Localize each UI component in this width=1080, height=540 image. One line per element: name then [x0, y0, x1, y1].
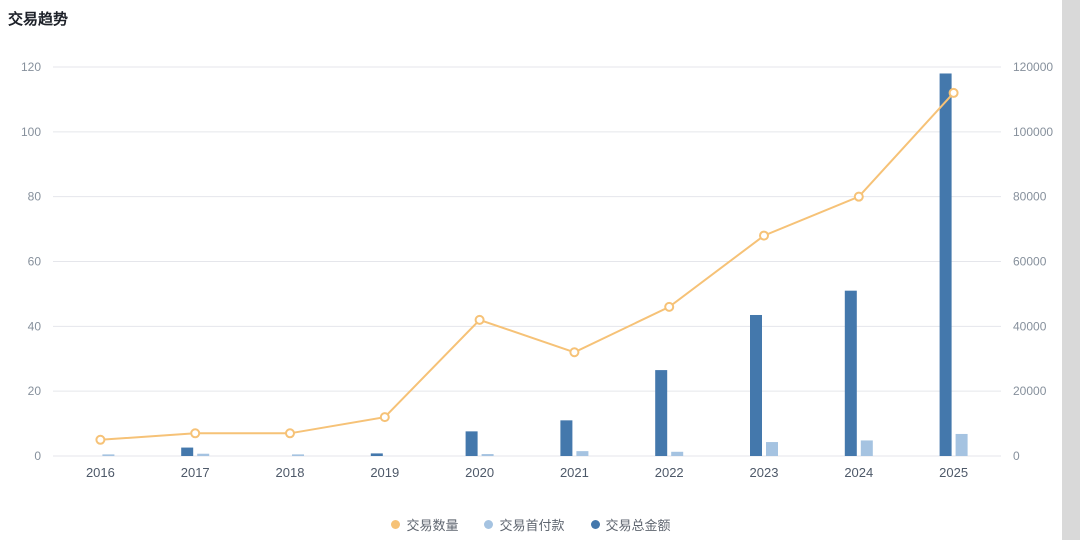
line-point-交易数量-2018[interactable]	[285, 428, 295, 439]
legend-label: 交易数量	[406, 518, 459, 533]
line-point-交易数量-2025[interactable]	[948, 87, 959, 98]
line-交易数量	[100, 92, 955, 441]
bar-交易首付款-2022[interactable]	[671, 451, 684, 456]
x-axis-label: 2025	[939, 465, 968, 480]
right-axis-tick: 80000	[1013, 190, 1047, 204]
right-axis-tick: 120000	[1013, 60, 1053, 74]
x-axis-label: 2020	[465, 465, 494, 480]
line-point-交易数量-2019[interactable]	[379, 412, 390, 423]
left-axis-tick: 100	[21, 125, 41, 139]
legend-marker-icon	[391, 520, 401, 529]
line-point-交易数量-2021[interactable]	[569, 347, 580, 358]
legend-item-交易首付款[interactable]: 交易首付款	[484, 515, 565, 534]
right-axis-tick: 100000	[1013, 125, 1053, 139]
bar-交易总金额-2020[interactable]	[465, 431, 478, 456]
left-axis-tick: 80	[28, 190, 42, 204]
line-point-交易数量-2020[interactable]	[474, 314, 485, 325]
legend-label: 交易首付款	[499, 518, 565, 533]
legend-item-交易数量[interactable]: 交易数量	[391, 515, 458, 534]
left-axis-tick: 60	[28, 255, 42, 269]
right-axis-tick: 60000	[1013, 255, 1047, 269]
bar-交易首付款-2018[interactable]	[292, 454, 304, 456]
x-axis-label: 2021	[560, 465, 589, 480]
legend-item-交易总金额[interactable]: 交易总金额	[590, 515, 671, 534]
left-axis-tick: 20	[28, 384, 42, 398]
bar-交易首付款-2016[interactable]	[102, 454, 115, 456]
x-axis-label: 2018	[276, 465, 305, 480]
bar-交易总金额-2024[interactable]	[844, 290, 857, 456]
bar-交易总金额-2017[interactable]	[181, 447, 194, 456]
legend-marker-icon	[484, 520, 494, 529]
line-point-交易数量-2024[interactable]	[853, 191, 864, 202]
bar-交易首付款-2021[interactable]	[576, 451, 589, 456]
bar-交易首付款-2020[interactable]	[481, 454, 494, 456]
legend-marker-icon	[590, 520, 600, 529]
bar-交易总金额-2019[interactable]	[370, 453, 383, 456]
left-axis-tick: 0	[34, 449, 41, 463]
x-axis-label: 2017	[181, 465, 210, 480]
bar-交易总金额-2021[interactable]	[560, 420, 573, 456]
bar-交易总金额-2022[interactable]	[655, 370, 668, 456]
legend-label: 交易总金额	[605, 518, 671, 533]
line-point-交易数量-2023[interactable]	[759, 230, 769, 241]
bar-交易首付款-2025[interactable]	[955, 433, 968, 456]
x-axis-label: 2019	[370, 465, 399, 480]
x-axis-label: 2022	[655, 465, 684, 480]
bar-交易首付款-2024[interactable]	[860, 440, 873, 456]
chart-title: 交易趋势	[8, 11, 69, 28]
bar-交易总金额-2025[interactable]	[939, 73, 952, 456]
line-point-交易数量-2017[interactable]	[190, 428, 201, 439]
line-point-交易数量-2016[interactable]	[95, 434, 106, 445]
right-axis-tick: 20000	[1013, 384, 1047, 398]
bar-交易首付款-2017[interactable]	[197, 453, 210, 456]
line-point-交易数量-2022[interactable]	[664, 301, 675, 312]
bar-交易总金额-2023[interactable]	[750, 314, 762, 456]
bar-交易首付款-2023[interactable]	[766, 442, 778, 456]
x-axis-label: 2016	[86, 465, 115, 480]
right-axis-tick: 40000	[1013, 319, 1047, 333]
chart-legend: 交易数量 交易首付款 交易总金额	[0, 515, 1062, 534]
left-axis-tick: 120	[21, 60, 41, 74]
left-axis-tick: 40	[28, 319, 42, 333]
x-axis-label: 2024	[844, 465, 873, 480]
window-right-gutter	[1062, 0, 1080, 540]
right-axis-tick: 0	[1013, 449, 1020, 463]
x-axis-label: 2023	[750, 465, 779, 480]
